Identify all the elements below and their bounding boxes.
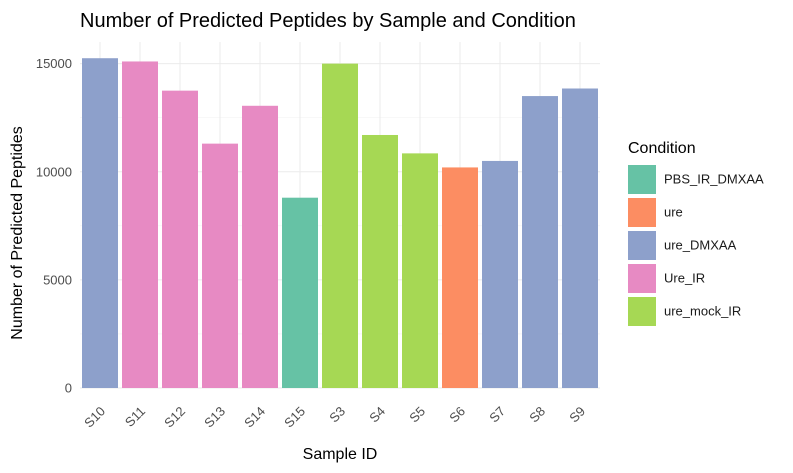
x-tick-label: S3 <box>326 404 348 426</box>
chart-title: Number of Predicted Peptides by Sample a… <box>80 10 576 32</box>
y-tick-label: 10000 <box>36 164 72 179</box>
legend-swatch <box>628 264 656 293</box>
legend-swatch <box>628 198 656 227</box>
bar-s13 <box>202 143 238 388</box>
legend-swatch <box>628 297 656 326</box>
bar-s9 <box>562 88 598 389</box>
x-tick-label: S15 <box>281 404 308 431</box>
legend-swatch <box>628 231 656 260</box>
legend-label: PBS_IR_DMXAA <box>664 172 764 187</box>
x-tick-label: S10 <box>81 404 108 431</box>
x-tick-label: S4 <box>366 404 388 426</box>
bar-s10 <box>82 58 118 388</box>
legend-swatch <box>628 165 656 194</box>
bar-s8 <box>522 96 558 388</box>
legend-label: ure_mock_IR <box>664 304 741 319</box>
bar-s3 <box>322 63 358 388</box>
bar-s6 <box>442 167 478 388</box>
y-tick-label: 5000 <box>43 272 72 287</box>
x-tick-label: S13 <box>201 404 228 431</box>
bar-s4 <box>362 134 398 388</box>
x-tick-label: S5 <box>406 404 428 426</box>
bar-s14 <box>242 105 278 388</box>
bar-s7 <box>482 160 518 388</box>
x-axis-ticks: S10 S11 S12 S13 S14 S15 S3 S4 S5 S6 S7 S8 S9 <box>81 404 588 431</box>
bars <box>82 58 598 389</box>
bar-s5 <box>402 153 438 388</box>
bar-s12 <box>162 90 198 388</box>
x-tick-label: S7 <box>486 404 508 426</box>
x-tick-label: S11 <box>122 404 148 430</box>
bar-s15 <box>282 197 318 388</box>
legend-label: Ure_IR <box>664 271 705 286</box>
legend-label: ure_DMXAA <box>664 238 737 253</box>
y-tick-label: 15000 <box>36 56 72 71</box>
y-axis-ticks: 0 5000 10000 15000 <box>36 56 72 395</box>
x-tick-label: S6 <box>446 404 468 426</box>
x-tick-label: S8 <box>526 404 548 426</box>
legend-title: Condition <box>628 140 696 157</box>
y-axis-title: Number of Predicted Peptides <box>9 126 26 339</box>
x-axis-title: Sample ID <box>303 446 378 463</box>
legend-label: ure <box>664 205 683 220</box>
x-tick-label: S14 <box>241 404 268 431</box>
bar-s11 <box>122 61 158 389</box>
x-tick-label: S9 <box>566 404 588 426</box>
x-tick-label: S12 <box>161 404 188 431</box>
y-tick-label: 0 <box>65 381 72 396</box>
